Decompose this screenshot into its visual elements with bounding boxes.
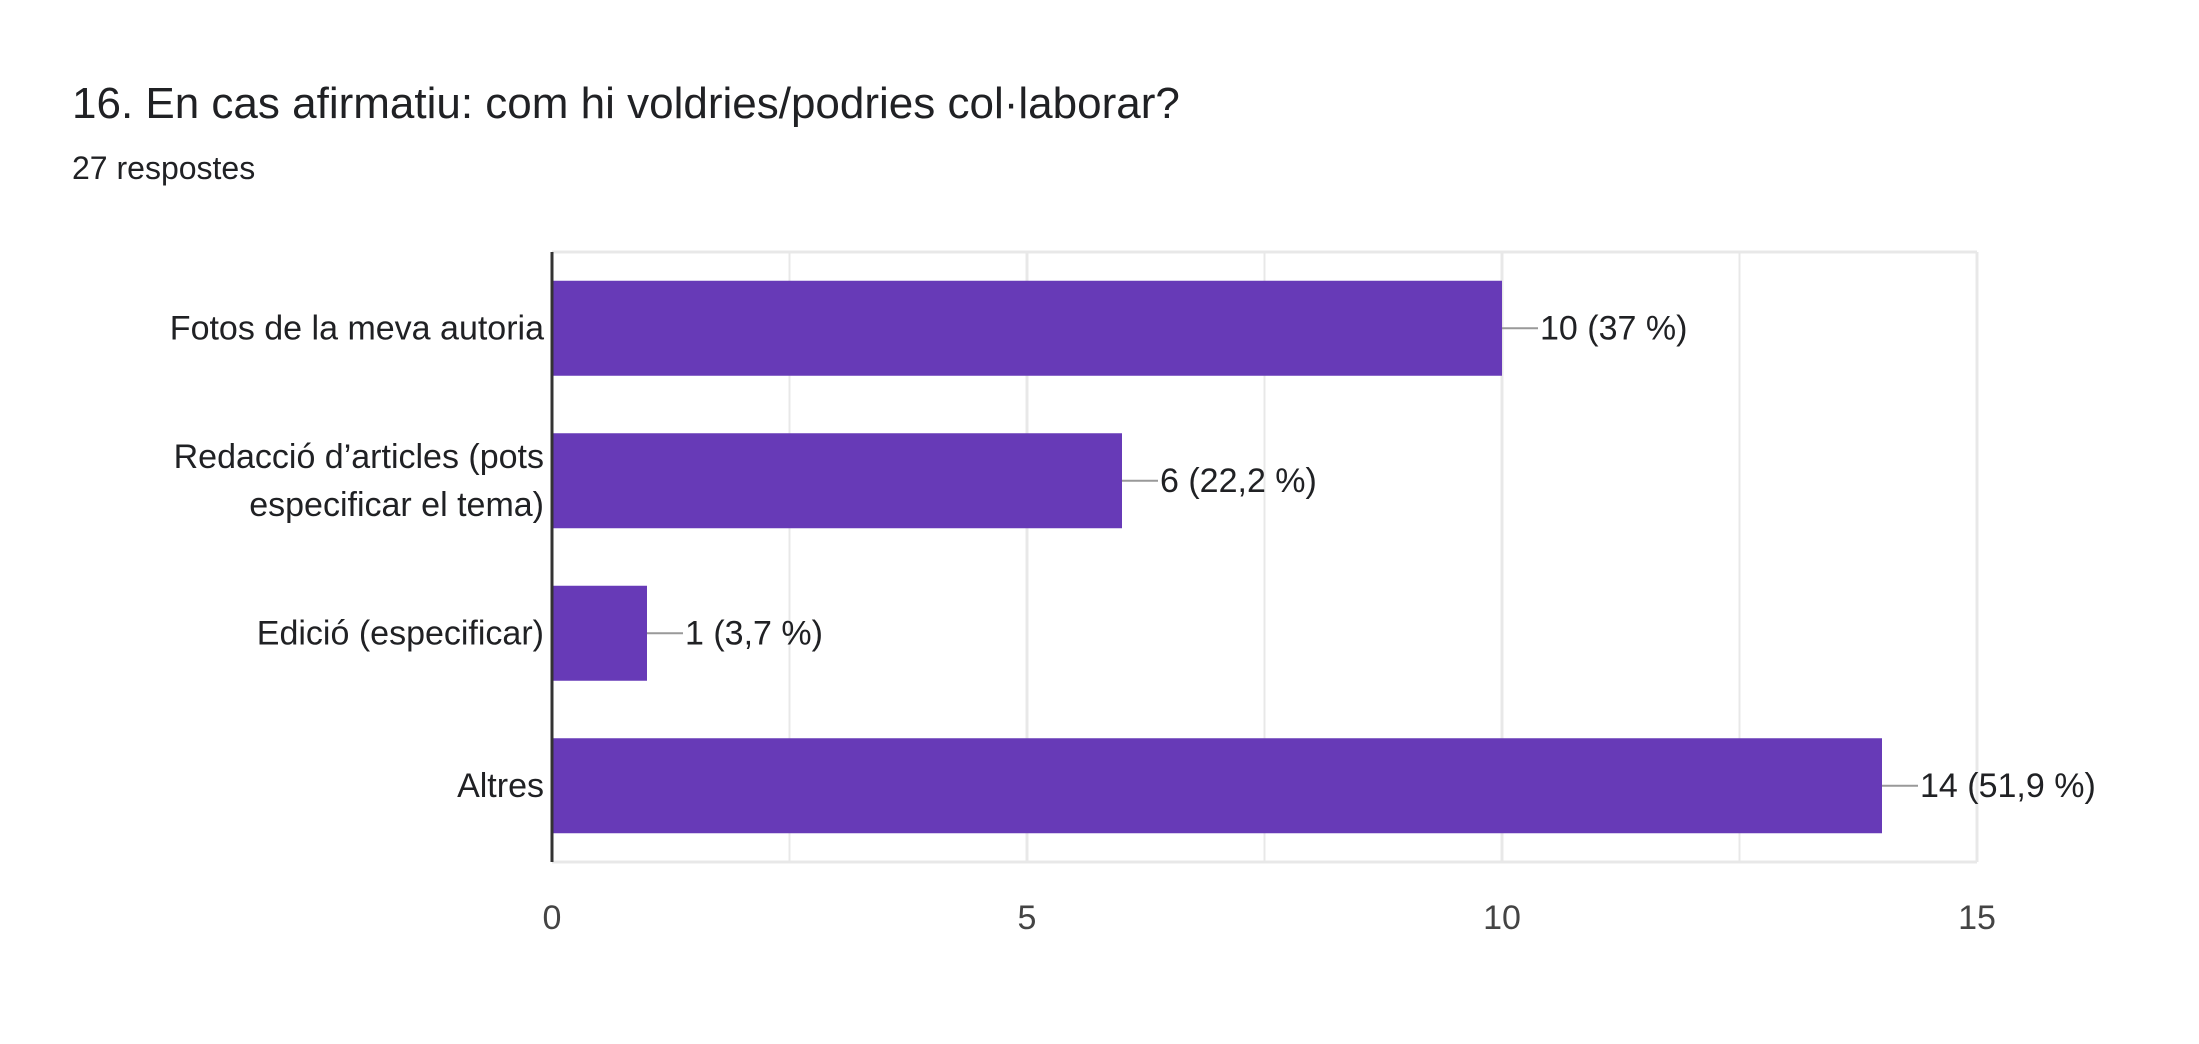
x-tick-label: 0 — [543, 899, 562, 937]
question-title: 16. En cas afirmatiu: com hi voldries/po… — [72, 79, 1180, 128]
bar — [552, 585, 647, 681]
bar — [552, 738, 1882, 834]
x-tick-label: 15 — [1958, 899, 1996, 937]
bars — [552, 280, 1882, 834]
x-tick-label: 10 — [1483, 899, 1521, 937]
data-label: 14 (51,9 %) — [1920, 767, 2096, 805]
data-label: 1 (3,7 %) — [685, 614, 823, 652]
category-label: especificar el tema) — [249, 486, 544, 524]
category-label: Fotos de la meva autoria — [170, 309, 544, 347]
response-count: 27 respostes — [72, 150, 256, 186]
data-label: 6 (22,2 %) — [1160, 462, 1317, 500]
category-label: Redacció d’articles (pots — [174, 438, 544, 476]
data-label: 10 (37 %) — [1540, 309, 1687, 347]
bar — [552, 433, 1122, 529]
category-label: Altres — [457, 767, 544, 805]
bar — [552, 280, 1502, 376]
labels: 10 (37 %) Fotos de la meva autoria 6 (22,2… — [170, 309, 2096, 937]
x-tick-label: 5 — [1018, 899, 1037, 937]
category-label: Edició (especificar) — [257, 614, 544, 652]
